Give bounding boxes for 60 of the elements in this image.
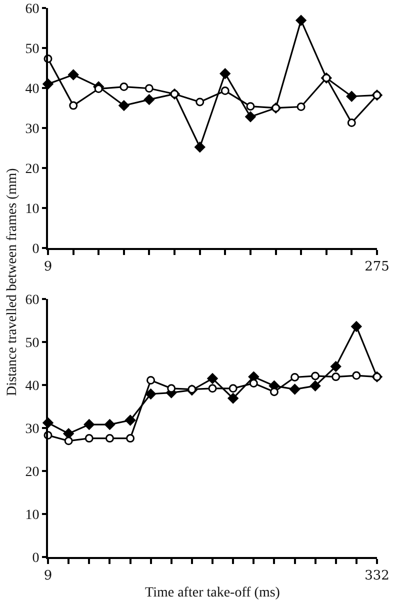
y-tick-label: 10 (25, 202, 40, 217)
point (207, 373, 218, 384)
point (118, 100, 130, 111)
x-tick-label: 275 (364, 260, 390, 275)
point (145, 388, 156, 400)
point (196, 98, 204, 106)
point (125, 414, 136, 426)
y-tick-label: 60 (25, 2, 40, 17)
point (105, 434, 114, 443)
point (296, 15, 306, 26)
point (228, 384, 238, 393)
point (332, 372, 340, 382)
point (120, 82, 128, 92)
point (194, 142, 206, 152)
y-tick-label: 10 (25, 508, 40, 523)
point (290, 372, 300, 382)
point (290, 384, 300, 395)
point (296, 102, 306, 112)
point (352, 371, 361, 380)
point (126, 434, 135, 443)
point (330, 361, 342, 372)
y-tick-label: 20 (25, 464, 40, 480)
y-tick-label: 30 (25, 422, 40, 437)
point (346, 91, 357, 102)
point (270, 388, 278, 396)
point (347, 118, 356, 128)
y-tick-label: 40 (25, 378, 40, 394)
point (245, 111, 256, 122)
point (64, 436, 73, 446)
point (104, 419, 116, 430)
y-tick-label: 50 (25, 336, 40, 351)
point (68, 69, 79, 80)
point (69, 101, 78, 110)
x-tick-label: 9 (44, 568, 52, 584)
x-axis-title: Time after take-off (ms) (145, 585, 280, 600)
y-tick-label: 20 (25, 162, 40, 177)
point (228, 393, 238, 404)
point (144, 94, 154, 105)
point (84, 419, 94, 430)
y-tick-label: 0 (32, 550, 40, 566)
point (311, 372, 320, 380)
point (146, 376, 156, 384)
point (310, 380, 321, 392)
y-tick-label: 50 (25, 42, 40, 57)
x-tick-label: 332 (364, 568, 390, 584)
y-tick-label: 0 (32, 242, 40, 257)
point (63, 428, 74, 439)
y-tick-label: 60 (25, 292, 40, 308)
y-axis-title: Distance travelled between frames (mm) (5, 168, 20, 396)
point (208, 384, 217, 393)
point (84, 434, 94, 443)
point (220, 86, 230, 96)
point (220, 68, 230, 79)
point (246, 102, 255, 111)
y-tick-label: 40 (25, 82, 40, 97)
x-tick-label: 9 (44, 260, 52, 275)
point (144, 84, 154, 93)
y-tick-label: 30 (25, 122, 40, 137)
point (249, 379, 258, 388)
point (351, 321, 362, 332)
